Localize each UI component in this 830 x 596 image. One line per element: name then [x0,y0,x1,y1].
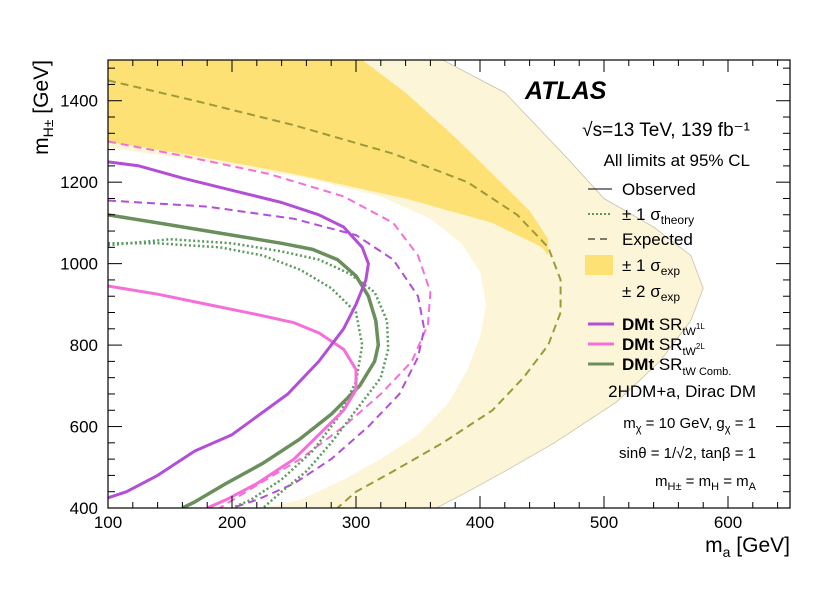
series-sr-1l [108,160,370,500]
plot-frame [107,59,791,509]
model-label: 2HDM+a, Dirac DM [608,382,756,401]
energy-label: √s=13 TeV, 139 fb⁻¹ [582,120,750,141]
x-tick-label: 500 [590,513,618,532]
param-line-1: mχ = 10 GeV, gχ = 1 [623,415,756,435]
y-tick-label: 1400 [60,92,98,111]
legend-1sigma-swatch [585,255,613,275]
lines-layer [108,79,562,508]
x-tick-label: 600 [714,513,742,532]
legend: Observed ± 1 σtheory Expected ± 1 σexp ±… [585,180,731,378]
x-tick-label: 200 [218,513,246,532]
bands-layer [108,60,704,508]
param-line-2: sinθ = 1/√2, tanβ = 1 [619,445,756,462]
series-expected-2l [108,140,432,508]
y-tick-label: 400 [70,499,98,518]
y-tick-label: 1000 [60,255,98,274]
y-tick-label: 600 [70,418,98,437]
y-axis-title: mH± [GeV] [30,60,56,155]
series-sr-2l [108,284,358,508]
x-tick-label: 100 [94,513,122,532]
excluded-region-white [108,147,487,508]
series-sr-comb [108,213,381,508]
legend-theory: ± 1 σtheory [622,205,694,227]
series-expected-comb [108,79,562,508]
cl-label: All limits at 95% CL [604,151,750,170]
series-theory-outer [108,237,390,508]
legend-expected: Expected [622,230,693,249]
legend-observed: Observed [622,180,696,199]
y-tick-label: 1200 [60,173,98,192]
atlas-label: ATLAS [524,77,607,105]
series-expected-1l [108,199,426,508]
legend-2sigma-swatch [585,282,613,302]
x-tick-label: 300 [342,513,370,532]
x-tick-label: 400 [466,513,494,532]
ticks-layer: 100 200 300 400 500 600 400 600 800 1000 1200 1400 [60,60,790,532]
x-axis-title: ma [GeV] [705,534,790,560]
param-line-3: mH± = mH = mA [655,473,757,493]
y-tick-label: 800 [70,336,98,355]
